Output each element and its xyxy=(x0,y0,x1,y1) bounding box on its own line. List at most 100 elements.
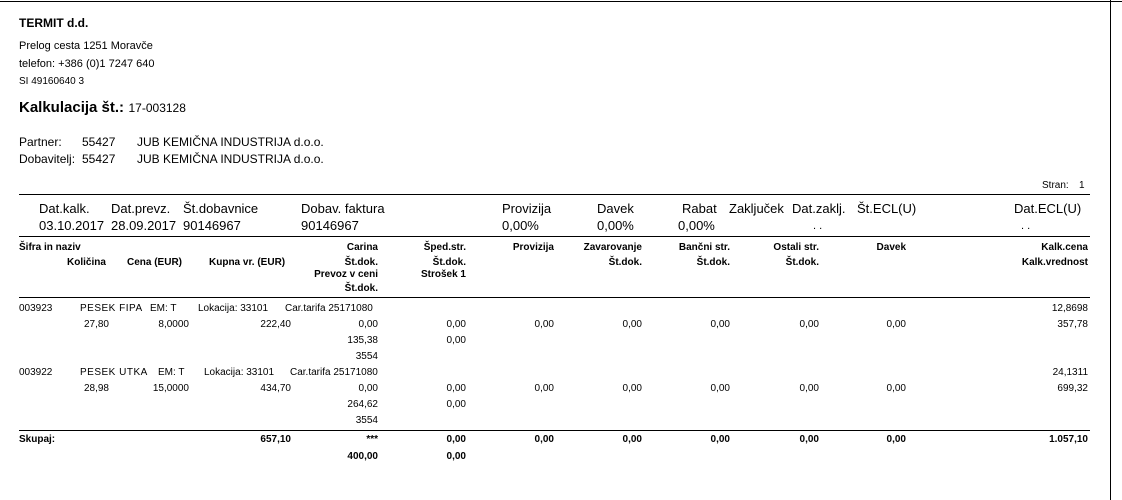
hdr-dat-ecl: . . xyxy=(1021,220,1031,232)
item-kalk-cena: 24,1311 xyxy=(1052,367,1088,378)
item-kupna: 434,70 xyxy=(260,383,291,394)
hdr-st-dob-label: Št.dobavnice xyxy=(183,201,259,216)
col-bancni: Bančni str. xyxy=(678,242,730,253)
hdr-davek: 0,00% xyxy=(597,218,634,233)
col-prevoz: Prevoz v ceni xyxy=(314,269,378,280)
col-zavarovanje-st: Št.dok. xyxy=(608,257,642,268)
item-zavarovanje: 0,00 xyxy=(622,319,642,330)
partner-code: 55427 xyxy=(82,135,116,149)
hdr-davek-label: Davek xyxy=(597,201,634,216)
header-rule-top xyxy=(19,194,1090,195)
hdr-dat-zakl: . . xyxy=(813,220,823,232)
partner-name: JUB KEMIČNA INDUSTRIJA d.o.o. xyxy=(137,135,324,149)
item-cena: 8,0000 xyxy=(158,319,189,330)
totals-carina: *** xyxy=(366,434,378,445)
company-phone: telefon: +386 (0)1 7247 640 xyxy=(19,58,155,70)
item-ostali: 0,00 xyxy=(799,319,819,330)
company-id: SI 49160640 3 xyxy=(19,76,85,87)
supplier-code: 55427 xyxy=(82,152,116,166)
item-provizija: 0,00 xyxy=(534,319,554,330)
hdr-dob-faktura-label: Dobav. faktura xyxy=(301,201,385,216)
col-ostali-st: Št.dok. xyxy=(785,257,819,268)
item-em: EM: T xyxy=(150,303,177,314)
col-kupna: Kupna vr. (EUR) xyxy=(209,257,286,268)
top-rule xyxy=(0,1,1122,2)
title-label: Kalkulacija št.: xyxy=(19,99,125,116)
item-tarifa: Car.tarifa 25171080 xyxy=(285,303,373,314)
totals-kupna: 657,10 xyxy=(260,434,291,445)
col-sped-st: Št.dok. xyxy=(432,257,466,268)
header-rule-bottom xyxy=(19,236,1090,237)
hdr-st-dob: 90146967 xyxy=(183,218,241,233)
hdr-dat-zakl-label: Dat.zaklj. xyxy=(792,201,846,216)
item-em: EM: T xyxy=(158,367,185,378)
totals-label: Skupaj: xyxy=(19,434,56,445)
company-name: TERMIT d.d. xyxy=(19,16,89,30)
right-edge xyxy=(1110,0,1111,500)
item-lokacija: Lokacija: 33101 xyxy=(198,303,269,314)
col-bancni-st: Št.dok. xyxy=(696,257,730,268)
item-davek: 0,00 xyxy=(886,383,906,394)
hdr-zakljucek-label: Zaključek xyxy=(729,201,784,216)
totals-provizija: 0,00 xyxy=(534,434,554,445)
hdr-provizija: 0,00% xyxy=(502,218,539,233)
item-prevoz-st: 3554 xyxy=(355,351,378,362)
col-carina: Carina xyxy=(346,242,378,253)
totals-davek: 0,00 xyxy=(886,434,906,445)
title-number: 17-003128 xyxy=(128,101,186,115)
page-number: 1 xyxy=(1079,180,1085,191)
hdr-dat-kalk-label: Dat.kalk. xyxy=(39,201,90,216)
col-kalk-cena: Kalk.cena xyxy=(1041,242,1088,253)
hdr-provizija-label: Provizija xyxy=(502,201,552,216)
item-davek: 0,00 xyxy=(886,319,906,330)
col-ostali: Ostali str. xyxy=(773,242,819,253)
item-zavarovanje: 0,00 xyxy=(622,383,642,394)
col-prevoz-st: Št.dok. xyxy=(344,283,378,294)
hdr-dob-faktura: 90146967 xyxy=(301,218,359,233)
hdr-dat-prevz: 28.09.2017 xyxy=(111,218,177,233)
col-provizija: Provizija xyxy=(512,242,554,253)
item-carina: 0,00 xyxy=(358,319,378,330)
item-prevoz-st: 3554 xyxy=(355,415,378,426)
supplier-label: Dobavitelj: xyxy=(19,152,76,166)
col-sifra: Šifra in naziv xyxy=(19,242,81,253)
hdr-rabat: 0,00% xyxy=(678,218,715,233)
page-label: Stran: xyxy=(1042,180,1069,191)
hdr-dat-ecl-label: Dat.ECL(U) xyxy=(1014,201,1082,216)
hdr-st-ecl-label: Št.ECL(U) xyxy=(857,201,917,216)
item-name: PESEK FIPA xyxy=(80,303,143,314)
totals-bancni: 0,00 xyxy=(710,434,730,445)
item-bancni: 0,00 xyxy=(710,319,730,330)
item-name: PESEK UTKA xyxy=(80,367,148,378)
item-kalk-vrednost: 357,78 xyxy=(1057,319,1088,330)
col-zavarovanje: Zavarovanje xyxy=(583,242,642,253)
item-prevoz: 135,38 xyxy=(347,335,378,346)
company-address: Prelog cesta 1251 Moravče xyxy=(19,40,153,52)
item-tarifa: Car.tarifa 25171080 xyxy=(290,367,378,378)
item-prevoz: 264,62 xyxy=(347,399,378,410)
totals-sped: 0,00 xyxy=(446,434,466,445)
item-sped: 0,00 xyxy=(446,319,466,330)
col-cena: Cena (EUR) xyxy=(127,257,183,268)
item-carina: 0,00 xyxy=(358,383,378,394)
item-strosek: 0,00 xyxy=(446,399,466,410)
hdr-rabat-label: Rabat xyxy=(682,201,717,216)
hdr-dat-prevz-label: Dat.prevz. xyxy=(111,201,171,216)
totals-zavarovanje: 0,00 xyxy=(622,434,642,445)
page-title: Kalkulacija št.: 17-003128 xyxy=(19,99,186,117)
columns-rule xyxy=(19,297,1090,298)
totals-kalk-vrednost: 1.057,10 xyxy=(1049,434,1088,445)
hdr-dat-kalk: 03.10.2017 xyxy=(39,218,105,233)
item-sped: 0,00 xyxy=(446,383,466,394)
supplier-name: JUB KEMIČNA INDUSTRIJA d.o.o. xyxy=(137,152,324,166)
col-davek: Davek xyxy=(876,242,906,253)
totals-strosek: 0,00 xyxy=(446,451,466,462)
item-provizija: 0,00 xyxy=(534,383,554,394)
item-cena: 15,0000 xyxy=(152,383,189,394)
item-kolicina: 28,98 xyxy=(83,383,109,394)
item-ostali: 0,00 xyxy=(799,383,819,394)
item-kupna: 222,40 xyxy=(260,319,291,330)
col-carina-st: Št.dok. xyxy=(344,257,378,268)
item-code: 003923 xyxy=(19,303,53,314)
item-strosek: 0,00 xyxy=(446,335,466,346)
